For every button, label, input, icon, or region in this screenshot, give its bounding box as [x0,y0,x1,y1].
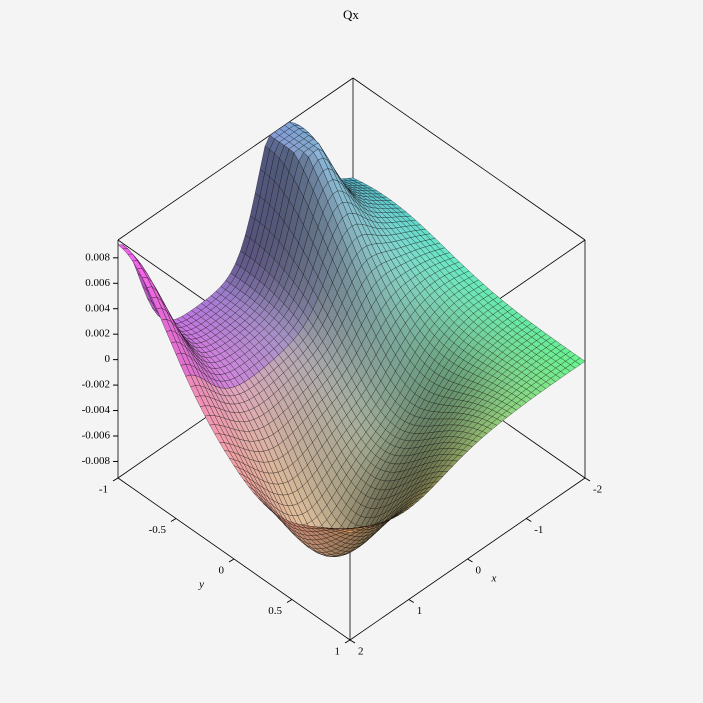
y-tick-label: 1 [335,646,341,658]
box-edge [117,77,354,241]
y-tick [286,599,293,603]
z-tick-label: -0.008 [82,455,111,467]
z-tick-label: 0.004 [85,302,110,314]
x-axis-label: x [491,573,497,585]
x-tick [467,558,473,563]
z-tick-label: -0.004 [82,404,111,416]
z-tick-label: 0.006 [85,277,110,289]
x-tick-label: 1 [417,605,423,617]
surface-patch [344,529,356,533]
y-tick [170,518,177,522]
y-tick-label: 0.5 [268,605,282,617]
surface [117,121,586,557]
y-tick [228,558,235,563]
box-edge [352,77,586,241]
z-tick-label: 0 [105,353,111,365]
y-tick-label: -0.5 [149,524,167,536]
x-tick-label: -2 [593,484,602,496]
x-tick [584,477,591,482]
x-tick-label: 2 [358,646,364,658]
z-tick-label: -0.006 [82,430,111,442]
y-tick-label: -1 [99,484,108,496]
x-tick [408,599,415,603]
axes: -0.008 -0.006 -0.004 -0.002 0 0.002 0.004 0.006… [82,251,603,657]
z-tick-label: -0.002 [82,379,110,391]
chart-title: Qx [343,7,359,22]
x-tick-label: -1 [534,524,543,536]
y-axis-label: y [198,579,204,591]
x-tick [525,518,532,522]
y-tick [344,639,351,644]
z-tick-label: 0.008 [85,251,110,263]
x-tick [349,639,356,644]
x-tick-label: 0 [476,565,482,577]
y-tick [112,477,119,482]
y-tick-label: 0 [219,565,225,577]
z-tick-label: 0.002 [85,328,110,340]
